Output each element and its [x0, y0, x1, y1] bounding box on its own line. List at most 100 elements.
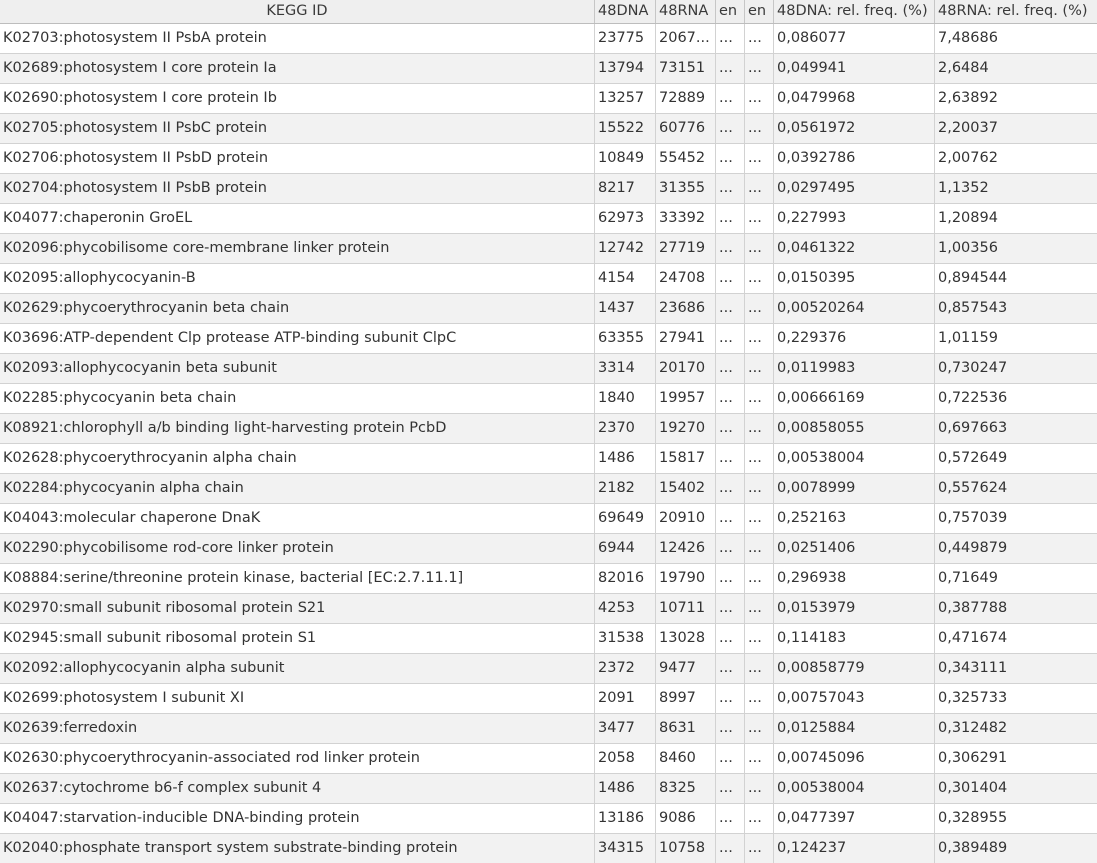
cell-en-a[interactable]: ...: [716, 384, 745, 413]
cell-48dna-rel-freq[interactable]: 0,227993: [774, 204, 935, 233]
cell-48rna[interactable]: 27941: [656, 324, 716, 353]
table-row[interactable]: K02629:phycoerythrocyanin beta chain 1437…: [0, 294, 1097, 324]
cell-en-a[interactable]: ...: [716, 534, 745, 563]
table-row[interactable]: K02703:photosystem II PsbA protein 23775 2…: [0, 24, 1097, 54]
table-row[interactable]: K02093:allophycocyanin beta subunit 3314 2…: [0, 354, 1097, 384]
cell-48rna-rel-freq[interactable]: 0,857543: [938, 300, 1008, 316]
cell-en-b[interactable]: ...: [745, 654, 774, 683]
cell-en-b[interactable]: ...: [745, 324, 774, 353]
cell-kegg-id[interactable]: K02706:photosystem II PsbD protein: [0, 144, 595, 173]
cell-kegg-id[interactable]: K02092:allophycocyanin alpha subunit: [0, 654, 595, 683]
cell-kegg-id[interactable]: K02284:phycocyanin alpha chain: [0, 474, 595, 503]
cell-kegg-id[interactable]: K02630:phycoerythrocyanin-associated rod…: [0, 744, 595, 773]
cell-48rna-rel-freq[interactable]: 2,00762: [938, 150, 998, 166]
column-header-48dna-rel-freq[interactable]: 48DNA: rel. freq. (%): [774, 0, 935, 23]
cell-48dna-rel-freq[interactable]: 0,0251406: [774, 534, 935, 563]
cell-kegg-id[interactable]: K02703:photosystem II PsbA protein: [0, 24, 595, 53]
cell-kegg-id[interactable]: K02945:small subunit ribosomal protein S…: [0, 624, 595, 653]
cell-48rna-rel-freq[interactable]: 0,572649: [938, 450, 1008, 466]
cell-48dna[interactable]: 6944: [595, 534, 656, 563]
cell-en-b[interactable]: ...: [745, 264, 774, 293]
cell-kegg-id[interactable]: K02040:phosphate transport system substr…: [0, 834, 595, 863]
cell-48rna[interactable]: 9086: [656, 804, 716, 833]
cell-kegg-id[interactable]: K02628:phycoerythrocyanin alpha chain: [0, 444, 595, 473]
cell-48dna-rel-freq[interactable]: 0,0461322: [774, 234, 935, 263]
cell-en-b[interactable]: ...: [745, 444, 774, 473]
table-row[interactable]: K02095:allophycocyanin-B 4154 24708...... 0…: [0, 264, 1097, 294]
cell-en-b[interactable]: ...: [745, 144, 774, 173]
cell-48rna[interactable]: 15402: [656, 474, 716, 503]
cell-48dna[interactable]: 3314: [595, 354, 656, 383]
cell-48rna[interactable]: 20910: [656, 504, 716, 533]
cell-en-a[interactable]: ...: [716, 654, 745, 683]
cell-48dna-rel-freq[interactable]: 0,0125884: [774, 714, 935, 743]
cell-en-a[interactable]: ...: [716, 714, 745, 743]
cell-48dna[interactable]: 34315: [595, 834, 656, 863]
cell-48dna[interactable]: 13794: [595, 54, 656, 83]
cell-kegg-id[interactable]: K02705:photosystem II PsbC protein: [0, 114, 595, 143]
cell-48dna[interactable]: 2182: [595, 474, 656, 503]
table-row[interactable]: K02092:allophycocyanin alpha subunit 2372…: [0, 654, 1097, 684]
cell-en-a[interactable]: ...: [716, 174, 745, 203]
cell-48rna-rel-freq[interactable]: 0,697663: [938, 420, 1008, 436]
cell-48dna[interactable]: 1486: [595, 774, 656, 803]
table-row[interactable]: K02284:phycocyanin alpha chain 2182 15402.…: [0, 474, 1097, 504]
table-row[interactable]: K02690:photosystem I core protein Ib 1325…: [0, 84, 1097, 114]
cell-48dna-rel-freq[interactable]: 0,00745096: [774, 744, 935, 773]
cell-en-a[interactable]: ...: [716, 24, 745, 53]
cell-48dna-rel-freq[interactable]: 0,00757043: [774, 684, 935, 713]
cell-48rna[interactable]: 10711: [656, 594, 716, 623]
cell-48dna-rel-freq[interactable]: 0,252163: [774, 504, 935, 533]
table-row[interactable]: K08921:chlorophyll a/b binding light-har…: [0, 414, 1097, 444]
cell-48dna[interactable]: 31538: [595, 624, 656, 653]
cell-en-b[interactable]: ...: [745, 684, 774, 713]
cell-en-a[interactable]: ...: [716, 594, 745, 623]
cell-48rna[interactable]: 73151: [656, 54, 716, 83]
cell-48dna-rel-freq[interactable]: 0,00520264: [774, 294, 935, 323]
cell-en-b[interactable]: ...: [745, 54, 774, 83]
cell-en-b[interactable]: ...: [745, 384, 774, 413]
cell-en-a[interactable]: ...: [716, 774, 745, 803]
cell-48rna-rel-freq[interactable]: 1,20894: [938, 210, 998, 226]
cell-en-b[interactable]: ...: [745, 744, 774, 773]
cell-en-a[interactable]: ...: [716, 504, 745, 533]
cell-48dna[interactable]: 15522: [595, 114, 656, 143]
cell-48dna-rel-freq[interactable]: 0,0150395: [774, 264, 935, 293]
column-header-en-b[interactable]: en: [745, 0, 774, 23]
cell-kegg-id[interactable]: K02690:photosystem I core protein Ib: [0, 84, 595, 113]
cell-48dna-rel-freq[interactable]: 0,0479968: [774, 84, 935, 113]
cell-kegg-id[interactable]: K02689:photosystem I core protein Ia: [0, 54, 595, 83]
column-header-48dna[interactable]: 48DNA: [595, 0, 656, 23]
cell-kegg-id[interactable]: K03696:ATP-dependent Clp protease ATP-bi…: [0, 324, 595, 353]
cell-en-b[interactable]: ...: [745, 234, 774, 263]
cell-48dna-rel-freq[interactable]: 0,0561972: [774, 114, 935, 143]
table-row[interactable]: K02637:cytochrome b6-f complex subunit 4…: [0, 774, 1097, 804]
cell-kegg-id[interactable]: K02970:small subunit ribosomal protein S…: [0, 594, 595, 623]
cell-48rna-rel-freq[interactable]: 0,730247: [938, 360, 1008, 376]
cell-48rna-rel-freq[interactable]: 0,389489: [938, 840, 1008, 856]
cell-en-a[interactable]: ...: [716, 564, 745, 593]
cell-kegg-id[interactable]: K02639:ferredoxin: [0, 714, 595, 743]
cell-kegg-id[interactable]: K02637:cytochrome b6-f complex subunit 4: [0, 774, 595, 803]
cell-48rna[interactable]: 20170: [656, 354, 716, 383]
cell-en-a[interactable]: ...: [716, 834, 745, 863]
table-row[interactable]: K02945:small subunit ribosomal protein S…: [0, 624, 1097, 654]
cell-en-b[interactable]: ...: [745, 594, 774, 623]
column-header-kegg-id[interactable]: KEGG ID: [0, 0, 595, 23]
cell-48rna[interactable]: 55452: [656, 144, 716, 173]
cell-48dna[interactable]: 82016: [595, 564, 656, 593]
cell-en-a[interactable]: ...: [716, 624, 745, 653]
table-row[interactable]: K02630:phycoerythrocyanin-associated rod…: [0, 744, 1097, 774]
cell-48rna-rel-freq[interactable]: 1,00356: [938, 240, 998, 256]
cell-48rna[interactable]: 8460: [656, 744, 716, 773]
cell-48dna-rel-freq[interactable]: 0,114183: [774, 624, 935, 653]
cell-48rna[interactable]: 27719: [656, 234, 716, 263]
cell-48dna[interactable]: 13257: [595, 84, 656, 113]
cell-48dna[interactable]: 23775: [595, 24, 656, 53]
cell-48rna-rel-freq[interactable]: 7,48686: [938, 30, 998, 46]
table-row[interactable]: K02040:phosphate transport system substr…: [0, 834, 1097, 863]
table-row[interactable]: K02285:phycocyanin beta chain 1840 19957..…: [0, 384, 1097, 414]
cell-48rna-rel-freq[interactable]: 0,449879: [938, 540, 1008, 556]
cell-48dna-rel-freq[interactable]: 0,229376: [774, 324, 935, 353]
cell-48dna[interactable]: 63355: [595, 324, 656, 353]
